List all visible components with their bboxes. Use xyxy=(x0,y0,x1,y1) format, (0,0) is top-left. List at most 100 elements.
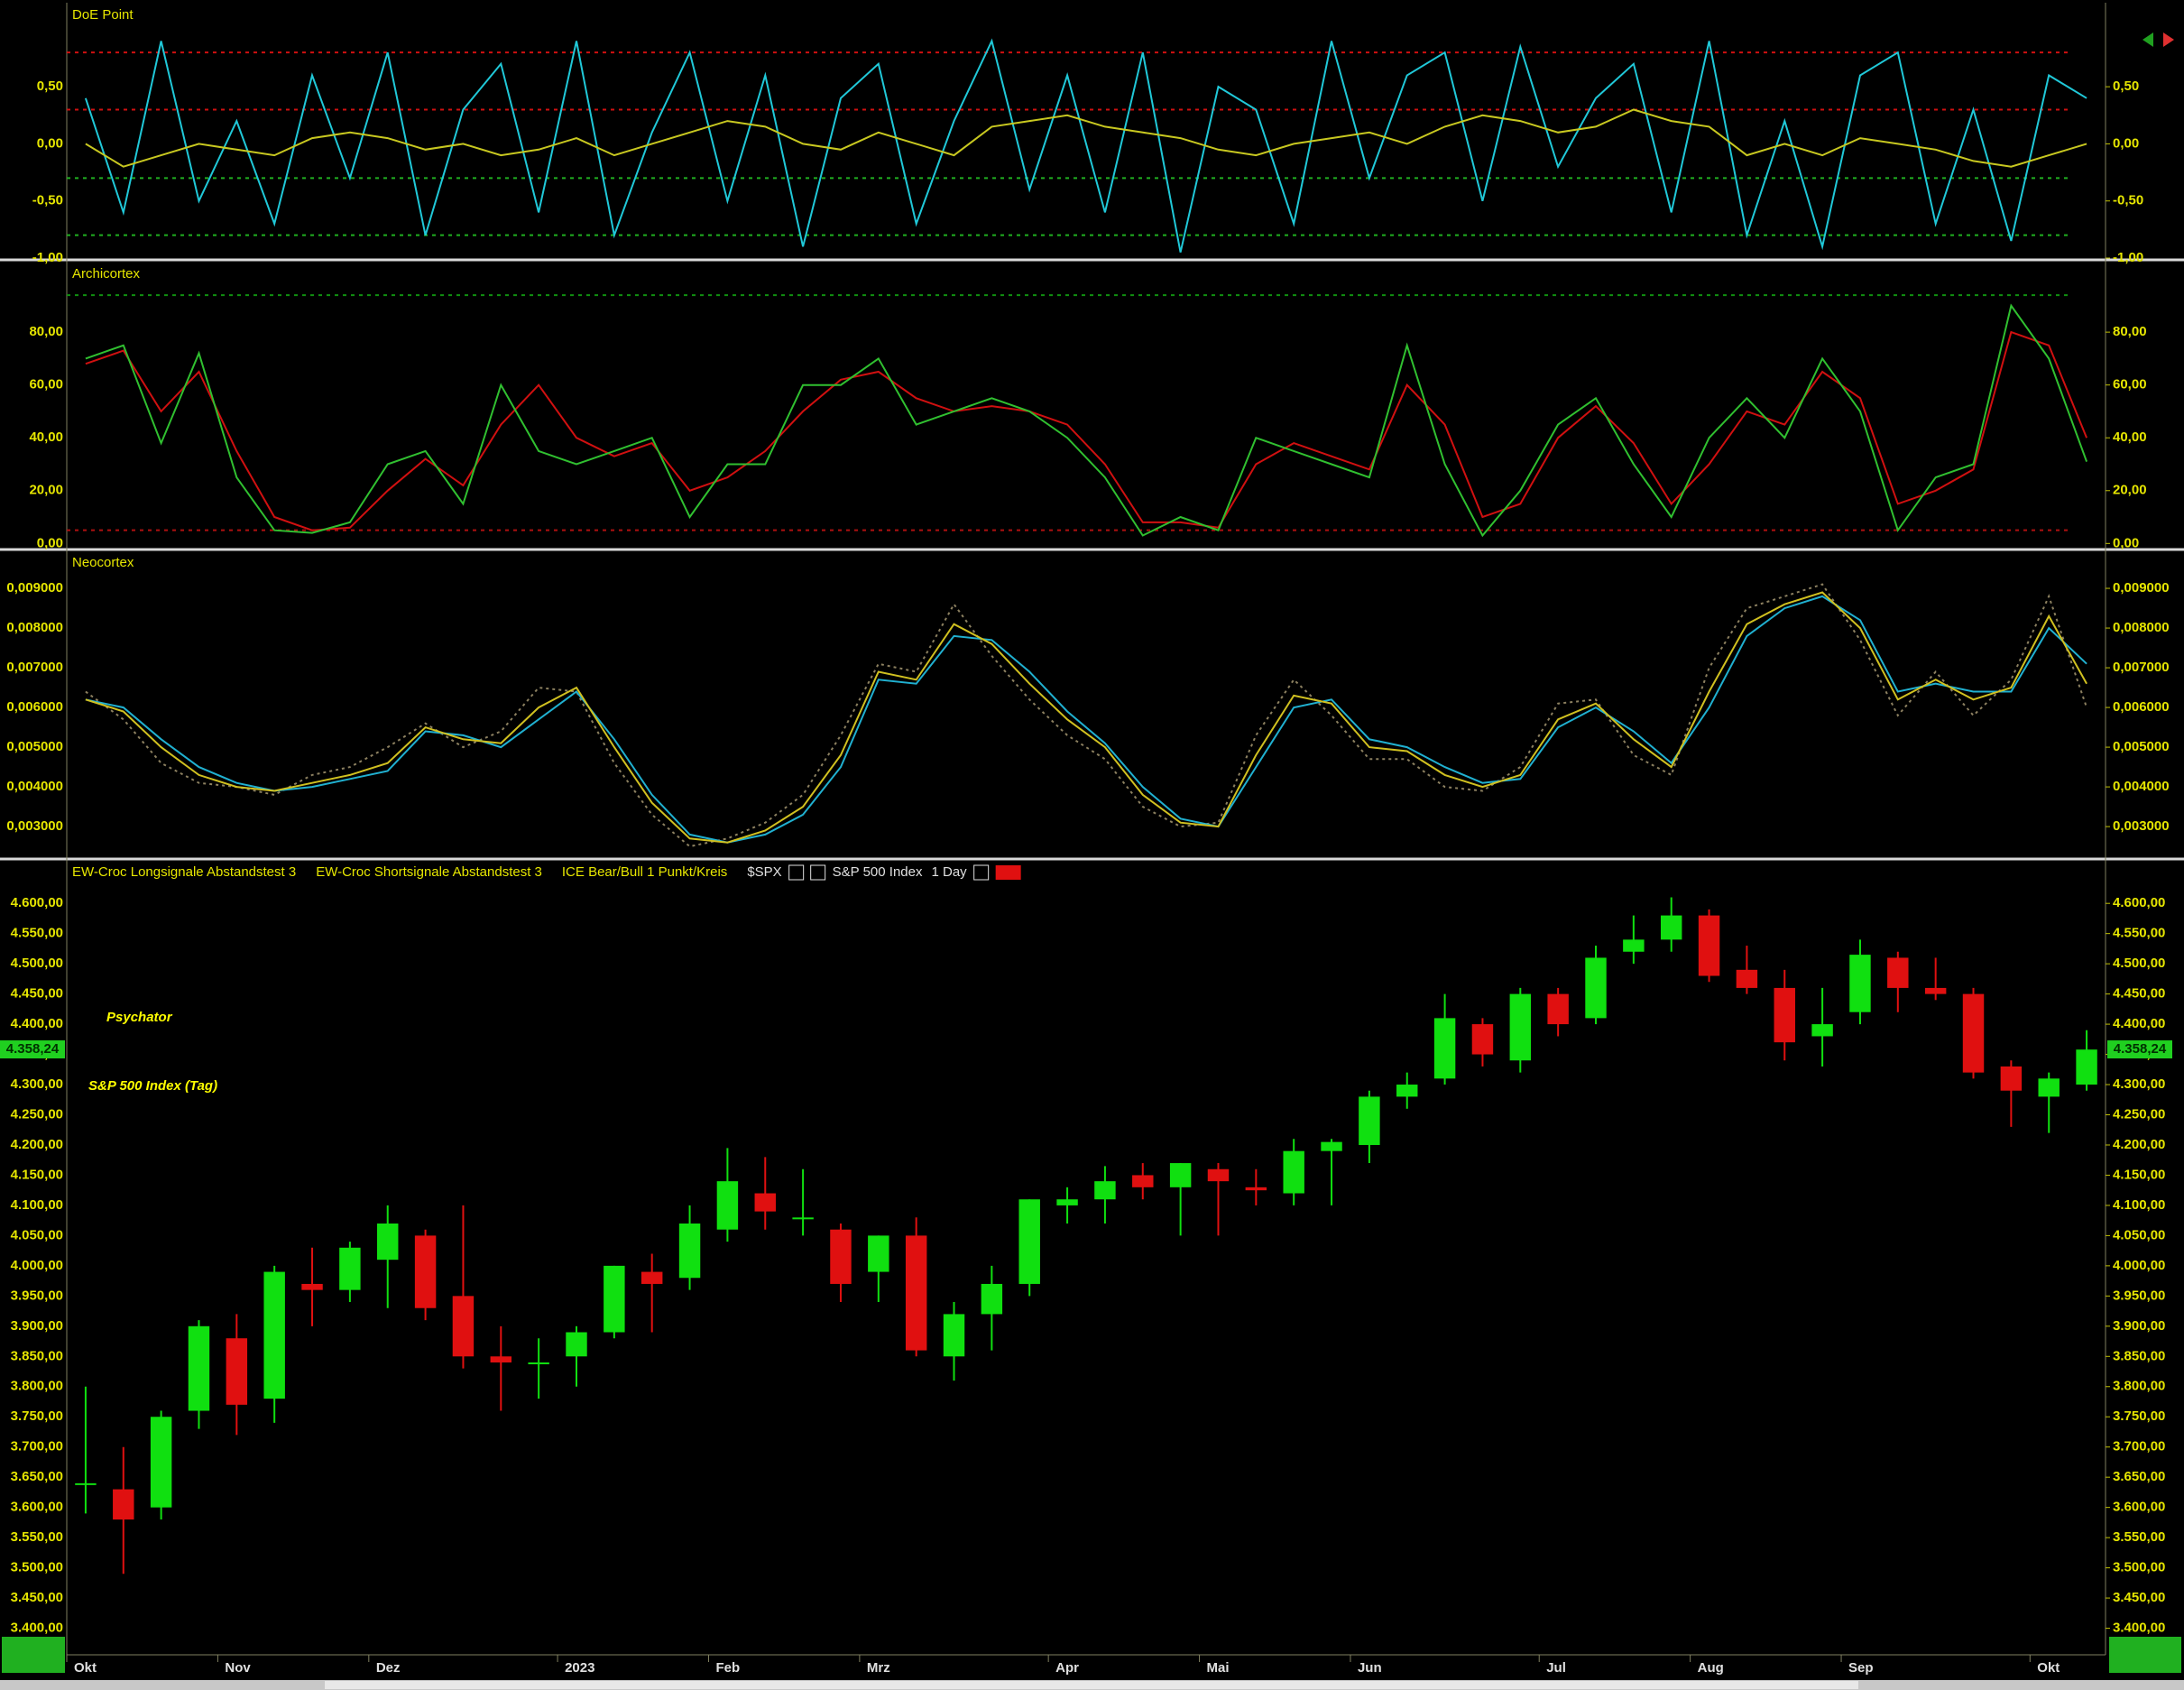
y-tick-label-right: 4.200,00 xyxy=(2113,1137,2165,1152)
x-tick-label: Jun xyxy=(1358,1660,1382,1676)
y-tick-label: -1,00 xyxy=(32,250,63,265)
candle-body xyxy=(716,1181,739,1230)
candle-body xyxy=(1018,1199,1040,1284)
y-tick-label: 0,00 xyxy=(37,135,63,151)
x-tick-label: Feb xyxy=(715,1660,740,1676)
y-tick-label: 4.550,00 xyxy=(11,926,63,941)
y-tick-label: 3.750,00 xyxy=(11,1408,63,1424)
candle-body xyxy=(905,1235,927,1351)
candle-body xyxy=(1811,1024,1833,1037)
candle-body xyxy=(2038,1078,2060,1097)
candle-body xyxy=(640,1271,663,1284)
y-tick-label-right: 4.000,00 xyxy=(2113,1258,2165,1273)
panel-title: DoE Point xyxy=(72,7,134,23)
y-tick-label: 3.400,00 xyxy=(11,1621,63,1636)
candle-body xyxy=(226,1338,248,1405)
nav-arrows[interactable] xyxy=(2143,32,2174,47)
candle-body xyxy=(1283,1150,1304,1194)
y-tick-label-right: 4.600,00 xyxy=(2113,895,2165,910)
x-tick-label: 2023 xyxy=(565,1660,594,1676)
candle-body xyxy=(1547,993,1569,1025)
dropdown xyxy=(788,864,805,881)
y-tick-label: 3.550,00 xyxy=(11,1529,63,1545)
candle-body xyxy=(943,1314,965,1357)
legend-entry: EW-Croc Longsignale Abstandstest 3 xyxy=(72,864,296,880)
y-tick-label: 4.600,00 xyxy=(11,895,63,910)
y-tick-label: 0,008000 xyxy=(6,620,63,635)
candle-body xyxy=(566,1332,587,1357)
corner-widget[interactable] xyxy=(2109,1637,2181,1673)
candle-body xyxy=(1623,939,1645,952)
candle-body xyxy=(113,1489,134,1520)
candle-body xyxy=(830,1229,852,1284)
candle-body xyxy=(1245,1187,1267,1191)
candle-body xyxy=(1321,1141,1342,1151)
candle-body xyxy=(1169,1163,1192,1187)
candle-body xyxy=(1132,1175,1154,1187)
candle-body xyxy=(1509,993,1532,1061)
corner-widget[interactable] xyxy=(2,1637,65,1673)
y-tick-label-right: 40,00 xyxy=(2113,429,2147,445)
y-tick-label-right: 0,006000 xyxy=(2113,699,2170,715)
y-tick-label: 4.050,00 xyxy=(11,1227,63,1242)
y-tick-label-right: 0,007000 xyxy=(2113,660,2170,675)
y-tick-label: 60,00 xyxy=(29,377,63,392)
y-tick-label: 0,00 xyxy=(37,535,63,550)
y-tick-label-right: 4.150,00 xyxy=(2113,1167,2165,1182)
x-tick-label: Mai xyxy=(1207,1660,1230,1676)
y-tick-label: 3.950,00 xyxy=(11,1288,63,1303)
y-tick-label: 4.450,00 xyxy=(11,986,63,1002)
y-tick-label-right: 4.250,00 xyxy=(2113,1106,2165,1122)
y-tick-label: 4.400,00 xyxy=(11,1016,63,1031)
y-tick-label-right: -0,50 xyxy=(2113,193,2143,208)
dropdown xyxy=(973,864,990,881)
x-tick-label: Mrz xyxy=(867,1660,890,1676)
candle-body xyxy=(414,1235,437,1308)
candle-body xyxy=(792,1217,814,1220)
y-tick-label: 3.850,00 xyxy=(11,1348,63,1363)
indicator-line xyxy=(85,595,2087,844)
panel-title: Neocortex xyxy=(72,555,134,570)
scrollbar-thumb[interactable] xyxy=(325,1681,1858,1689)
y-tick-label-right: 3.550,00 xyxy=(2113,1529,2165,1545)
y-tick-label: 3.650,00 xyxy=(11,1469,63,1484)
x-tick-label: Jul xyxy=(1546,1660,1566,1676)
candle-body xyxy=(1207,1168,1230,1182)
y-tick-label: 4.150,00 xyxy=(11,1167,63,1182)
candle-body xyxy=(604,1265,625,1333)
y-tick-label: 0,003000 xyxy=(6,818,63,834)
y-tick-label-right: 3.400,00 xyxy=(2113,1621,2165,1636)
annotation-subtitle: S&P 500 Index (Tag) xyxy=(88,1078,217,1094)
y-tick-label-right: 0,00 xyxy=(2113,135,2139,151)
symbol: $SPX xyxy=(747,864,781,880)
y-tick-label-right: 60,00 xyxy=(2113,377,2147,392)
panel-title: Archicortex xyxy=(72,266,141,282)
y-tick-label: 0,004000 xyxy=(6,779,63,794)
y-tick-label-right: 4.050,00 xyxy=(2113,1227,2165,1242)
y-tick-label: 0,005000 xyxy=(6,739,63,754)
y-tick-label-right: 3.650,00 xyxy=(2113,1469,2165,1484)
y-tick-label-right: 3.500,00 xyxy=(2113,1560,2165,1575)
y-tick-label-right: 3.900,00 xyxy=(2113,1318,2165,1334)
interval: 1 Day xyxy=(931,864,967,880)
indicator-line xyxy=(85,591,2087,844)
y-tick-label: 4.000,00 xyxy=(11,1258,63,1273)
y-tick-label-right: 4.550,00 xyxy=(2113,926,2165,941)
last-price-label: 4.358,24 xyxy=(2114,1041,2167,1057)
candle-body xyxy=(1962,993,1985,1073)
indicator-line xyxy=(85,108,2087,168)
y-tick-label-right: 3.800,00 xyxy=(2113,1379,2165,1394)
y-tick-label: 3.500,00 xyxy=(11,1560,63,1575)
arrow-left[interactable] xyxy=(2143,32,2153,47)
candle-body xyxy=(1887,957,1909,988)
candle-body xyxy=(301,1283,323,1290)
y-tick-label-right: 3.700,00 xyxy=(2113,1439,2165,1455)
candle-body xyxy=(754,1193,776,1212)
candle-body xyxy=(1736,969,1758,988)
candle-body xyxy=(452,1296,475,1357)
arrow-right[interactable] xyxy=(2163,32,2174,47)
y-tick-label-right: 0,00 xyxy=(2113,535,2139,550)
